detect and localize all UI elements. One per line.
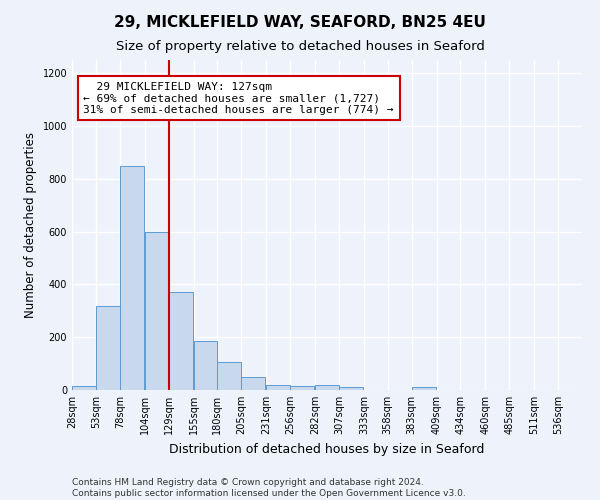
Bar xyxy=(169,292,193,390)
Bar xyxy=(194,341,217,390)
X-axis label: Distribution of detached houses by size in Seaford: Distribution of detached houses by size … xyxy=(169,442,485,456)
Bar xyxy=(290,386,314,390)
Bar xyxy=(315,385,339,390)
Text: 29 MICKLEFIELD WAY: 127sqm
← 69% of detached houses are smaller (1,727)
31% of s: 29 MICKLEFIELD WAY: 127sqm ← 69% of deta… xyxy=(83,82,394,115)
Y-axis label: Number of detached properties: Number of detached properties xyxy=(24,132,37,318)
Text: Contains HM Land Registry data © Crown copyright and database right 2024.
Contai: Contains HM Land Registry data © Crown c… xyxy=(72,478,466,498)
Bar xyxy=(266,384,290,390)
Bar xyxy=(412,387,436,390)
Text: 29, MICKLEFIELD WAY, SEAFORD, BN25 4EU: 29, MICKLEFIELD WAY, SEAFORD, BN25 4EU xyxy=(114,15,486,30)
Bar xyxy=(339,387,363,390)
Text: Size of property relative to detached houses in Seaford: Size of property relative to detached ho… xyxy=(116,40,484,53)
Bar xyxy=(145,232,169,390)
Bar xyxy=(72,386,96,390)
Bar xyxy=(241,378,265,390)
Bar xyxy=(217,362,241,390)
Bar xyxy=(120,166,144,390)
Bar xyxy=(96,306,120,390)
